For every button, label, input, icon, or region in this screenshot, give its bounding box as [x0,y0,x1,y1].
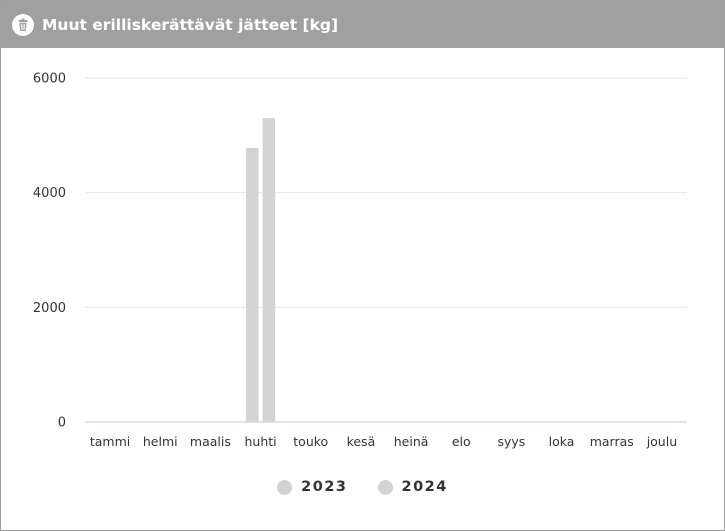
legend-item-2024[interactable]: 2024 [377,479,448,495]
x-tick-label: maalis [190,434,231,449]
x-tick-label: heinä [394,434,429,449]
x-tick-label: huhti [245,434,277,449]
bar-2023-huhti[interactable] [246,147,259,423]
y-axis: 0 2000 4000 6000 [33,72,66,431]
x-tick-label: marras [590,434,634,449]
legend-marker [377,479,393,495]
chart-title: Muut erilliskerättävät jätteet [kg] [42,16,339,34]
x-tick-label: elo [452,434,471,449]
x-tick-label: syys [498,434,526,449]
chart-legend: 2023 2024 [1,475,724,499]
y-tick-label: 2000 [33,301,66,316]
x-tick-label: helmi [143,434,178,449]
bar-2024-huhti[interactable] [262,118,276,422]
bar-chart: 0 2000 4000 6000 tammi helmi maalis huhti touko… [33,72,687,449]
y-tick-label: 4000 [33,186,66,201]
y-tick-label: 6000 [33,72,66,87]
legend-label: 2024 [401,479,448,495]
legend-item-2023[interactable]: 2023 [277,479,347,495]
x-tick-label: touko [293,434,328,449]
x-tick-label: loka [549,434,575,449]
legend-label: 2023 [301,479,348,495]
legend-marker [277,479,293,495]
trash-bin-icon [12,14,34,36]
chart-header: Muut erilliskerättävät jätteet [kg] [1,1,724,48]
grid-layer [85,77,687,423]
bar-layer [246,118,276,423]
x-tick-label: tammi [90,434,130,449]
y-tick-label: 0 [58,416,66,431]
x-tick-label: joulu [646,434,677,449]
x-tick-label: kesä [347,434,376,449]
x-axis: tammi helmi maalis huhti touko kesä heinä elo sy… [90,434,677,449]
